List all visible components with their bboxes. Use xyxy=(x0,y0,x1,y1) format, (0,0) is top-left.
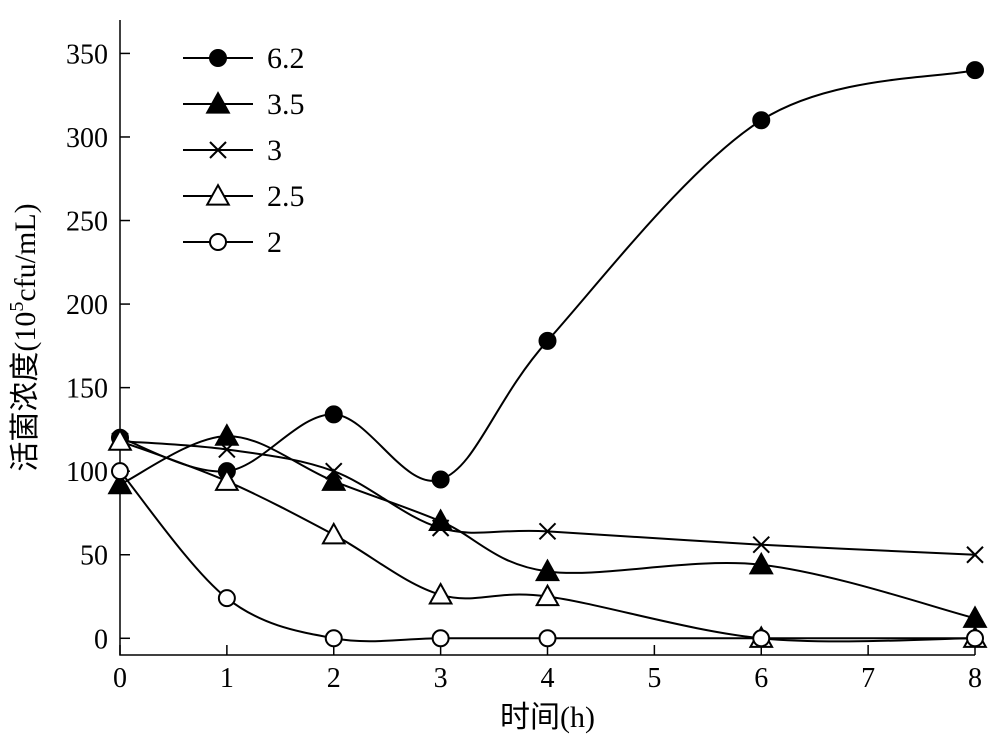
y-tick-label: 0 xyxy=(94,624,108,655)
y-tick-label: 150 xyxy=(66,374,108,405)
open-circle-marker xyxy=(326,630,342,646)
legend-label: 3.5 xyxy=(267,88,305,121)
x-axis-title: 时间(h) xyxy=(500,701,595,734)
open-circle-marker xyxy=(967,630,983,646)
filled-circle-marker xyxy=(326,406,342,422)
open-circle-marker xyxy=(753,630,769,646)
chart-container: 0 50 100 150 200 250 300 350 0 1 2 3 4 5 6 7 8 时间(h) 活菌浓度(… xyxy=(0,0,1000,745)
filled-circle-marker xyxy=(540,333,556,349)
x-tick-label: 8 xyxy=(968,663,982,694)
open-circle-marker xyxy=(433,630,449,646)
y-tick-label: 300 xyxy=(66,123,108,154)
x-tick-label: 3 xyxy=(434,663,448,694)
y-tick-label: 250 xyxy=(66,207,108,238)
y-tick-label: 100 xyxy=(66,457,108,488)
open-circle-marker xyxy=(540,630,556,646)
legend-label: 3 xyxy=(267,134,282,167)
y-tick-label: 50 xyxy=(80,541,108,572)
legend-label: 2.5 xyxy=(267,180,305,213)
filled-circle-marker xyxy=(753,112,769,128)
legend-label: 6.2 xyxy=(267,42,305,75)
chart-svg: 0 50 100 150 200 250 300 350 0 1 2 3 4 5 6 7 8 时间(h) 活菌浓度(… xyxy=(0,0,1000,745)
open-circle-marker xyxy=(112,463,128,479)
x-tick-label: 2 xyxy=(327,663,341,694)
open-circle-marker xyxy=(219,590,235,606)
filled-circle-marker xyxy=(210,50,226,66)
x-tick-label: 4 xyxy=(541,663,555,694)
legend-label: 2 xyxy=(267,226,282,259)
y-tick-label: 350 xyxy=(66,39,108,70)
x-tick-label: 6 xyxy=(754,663,768,694)
x-tick-label: 0 xyxy=(113,663,127,694)
open-circle-marker xyxy=(210,234,226,250)
svg-text:活菌浓度(105cfu/mL): 活菌浓度(105cfu/mL) xyxy=(6,203,42,471)
filled-circle-marker xyxy=(967,62,983,78)
x-tick-label: 1 xyxy=(220,663,234,694)
y-tick-label: 200 xyxy=(66,290,108,321)
x-tick-label: 5 xyxy=(647,663,661,694)
y-axis-title: 活菌浓度(105cfu/mL) xyxy=(6,203,42,471)
x-tick-label: 7 xyxy=(861,663,875,694)
filled-circle-marker xyxy=(433,472,449,488)
